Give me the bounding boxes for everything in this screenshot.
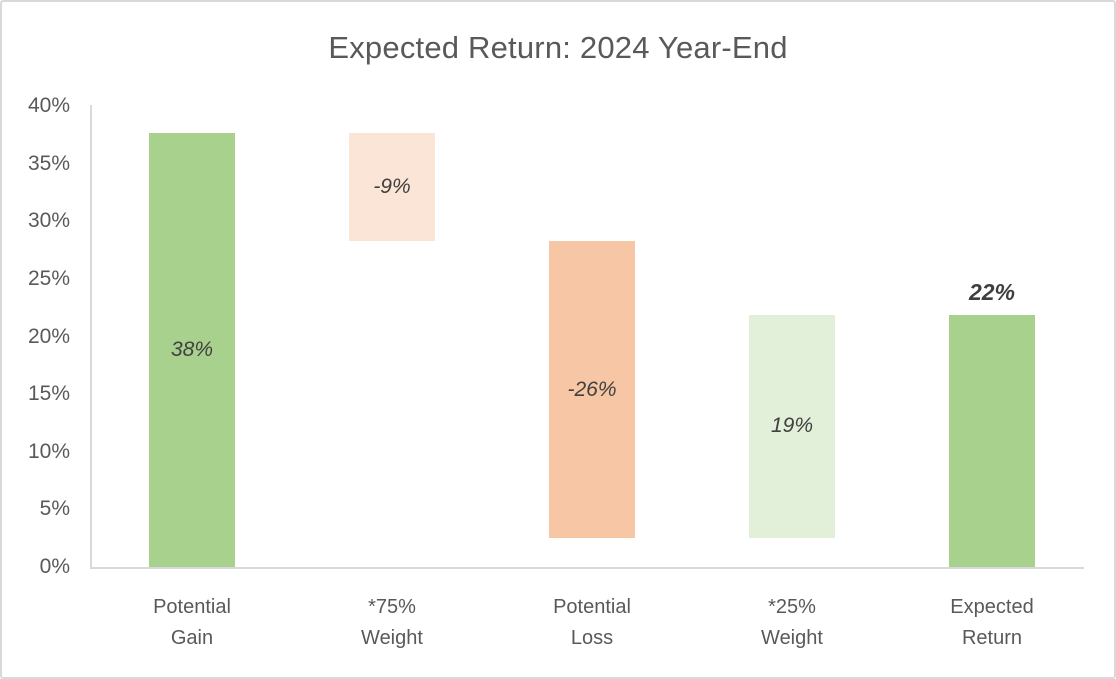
bar-75-weight: -9% [349, 132, 435, 241]
y-tick-10: 10% [27, 439, 70, 463]
category-label-potential-loss: Potential Loss [553, 596, 631, 649]
category-label-expected-return: Expected Return [950, 596, 1034, 649]
bar-value-label-potential-gain: 38% [170, 337, 214, 361]
y-tick-25: 25% [27, 266, 70, 290]
y-tick-5: 5% [39, 497, 70, 521]
y-tick-15: 15% [27, 382, 70, 406]
category-label-25-weight: *25% Weight [761, 596, 823, 649]
bar-25-weight: 19% [749, 314, 835, 539]
category-label-potential-gain: Potential Gain [153, 596, 231, 649]
x-axis-line [90, 567, 1084, 569]
category-label-75-weight: *75% Weight [361, 596, 423, 649]
chart-title: Expected Return: 2024 Year-End [328, 30, 788, 65]
y-tick-40: 40% [27, 94, 70, 117]
bar-value-label-25-weight: 19% [770, 414, 814, 438]
bar-expected-return [949, 314, 1035, 567]
y-tick-20: 20% [27, 324, 70, 348]
y-tick-0: 0% [39, 555, 70, 578]
bar-value-label-expected-return: 22% [968, 278, 1016, 305]
bar-value-label-75-weight: -9% [373, 174, 411, 198]
bar-value-label-potential-loss: -26% [567, 377, 617, 401]
y-tick-35: 35% [27, 151, 70, 175]
bar-potential-gain: 38% [149, 132, 235, 567]
y-tick-30: 30% [27, 209, 70, 233]
y-axis-line [90, 105, 92, 569]
bar-potential-loss: -26% [549, 240, 635, 539]
